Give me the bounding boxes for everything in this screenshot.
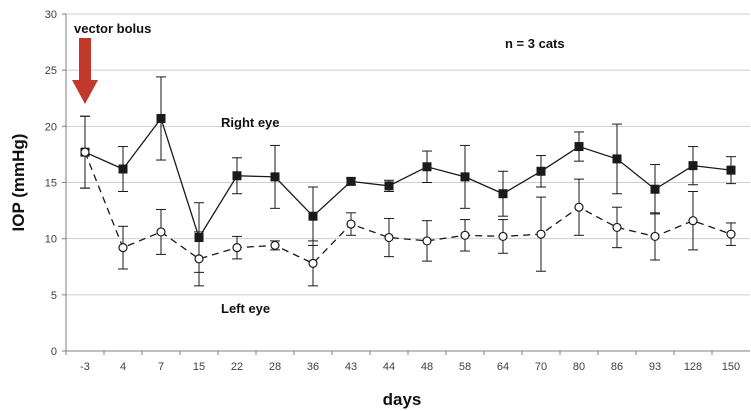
x-tick-label: 128 [684, 361, 702, 373]
data-point [612, 222, 622, 233]
bolus-arrow [72, 38, 98, 104]
x-tick-label: 70 [535, 361, 547, 373]
sample-size-annotation: n = 3 cats [505, 36, 565, 51]
x-tick-label: 93 [649, 361, 661, 373]
y-tick-label: 30 [45, 9, 57, 21]
series-line [84, 151, 732, 265]
x-tick-label: 86 [611, 361, 623, 373]
y-tick-label: 5 [51, 290, 57, 302]
x-tick-labels: -3 4 7 15 22 28 36 43 44 48 58 64 70 80 86 93 128 150 [80, 361, 740, 373]
data-point [384, 181, 394, 191]
data-point [574, 202, 584, 212]
y-tick-label: 20 [45, 121, 57, 133]
bolus-annotation: vector bolus [74, 21, 151, 36]
data-point [270, 172, 280, 182]
y-tick-label: 10 [45, 234, 57, 246]
data-point [156, 113, 166, 123]
data-point [308, 211, 318, 221]
y-tick-label: 15 [45, 178, 57, 190]
data-point [156, 227, 166, 237]
data-point [726, 165, 736, 175]
x-tick-label: 22 [231, 361, 243, 373]
x-tick-label: 43 [345, 361, 357, 373]
x-tick-label: 150 [722, 361, 740, 373]
x-tick-label: 58 [459, 361, 471, 373]
data-point [536, 229, 546, 239]
x-tick-label: 48 [421, 361, 433, 373]
data-point [346, 219, 356, 229]
data-point [536, 166, 546, 176]
data-point [422, 236, 432, 246]
data-point [460, 230, 470, 240]
data-point [422, 162, 432, 172]
series [80, 76, 736, 287]
x-tick-label: 44 [383, 361, 395, 373]
series-left-eye [80, 115, 736, 287]
left-eye-label: Left eye [221, 301, 270, 316]
data-point [460, 172, 470, 182]
data-point [726, 229, 736, 239]
axes [65, 14, 750, 352]
gridlines [62, 13, 750, 355]
data-point [80, 147, 90, 157]
down-arrow-icon [72, 38, 98, 104]
x-tick-label: 80 [573, 361, 585, 373]
x-tick-label: 64 [497, 361, 509, 373]
data-point [498, 189, 508, 199]
y-axis-title: IOP (mmHg) [9, 134, 28, 232]
y-tick-label: 25 [45, 65, 57, 77]
x-axis-title: days [383, 390, 422, 409]
x-tick-label: 36 [307, 361, 319, 373]
series-right-eye [80, 76, 736, 273]
y-tick-label: 0 [51, 346, 57, 358]
data-point [118, 243, 128, 253]
data-point [688, 216, 698, 226]
x-tick-label: 15 [193, 361, 205, 373]
data-point [688, 161, 698, 171]
data-point [612, 154, 622, 164]
series-line [84, 117, 732, 240]
data-point [650, 231, 660, 242]
x-tick-label: 7 [158, 361, 164, 373]
data-point [194, 254, 204, 264]
data-point [384, 232, 394, 243]
right-eye-label: Right eye [221, 115, 280, 130]
data-point [574, 142, 584, 152]
data-point [270, 240, 280, 251]
data-point [650, 184, 660, 194]
y-tick-labels: 0 5 10 15 20 25 30 [45, 9, 57, 358]
x-tick-label: 4 [120, 361, 126, 373]
x-tick-label: 28 [269, 361, 281, 373]
data-point [118, 164, 128, 174]
data-point [232, 243, 242, 253]
data-point [346, 176, 356, 186]
data-point [308, 258, 318, 268]
x-tick-label: -3 [80, 361, 90, 373]
data-point [498, 231, 508, 242]
data-point [232, 171, 242, 181]
